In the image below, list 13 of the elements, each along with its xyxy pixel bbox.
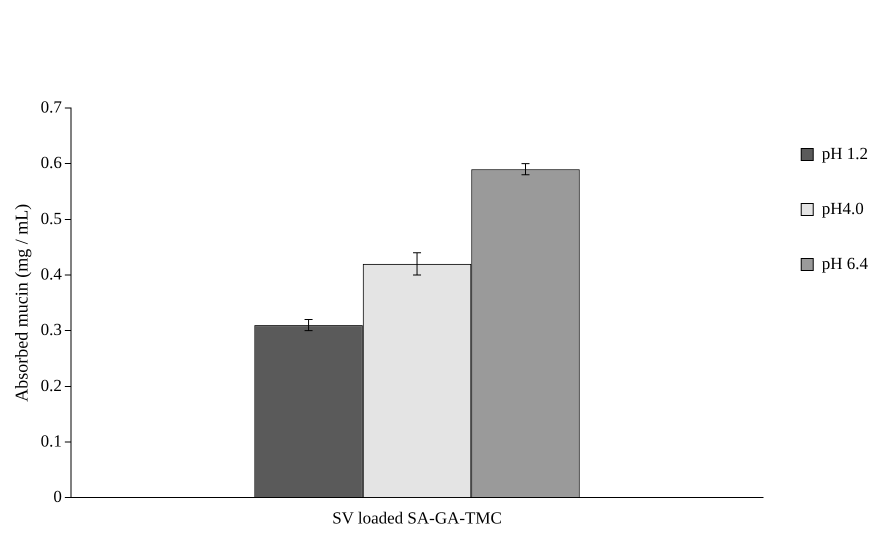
y-tick-label: 0.6 xyxy=(40,153,62,172)
legend-label: pH4.0 xyxy=(822,198,864,218)
y-axis-title: Absorbed mucin (mg / mL) xyxy=(12,204,32,402)
legend-label: pH 6.4 xyxy=(822,254,868,273)
y-tick-label: 0.4 xyxy=(40,264,62,284)
x-tick-label: SV loaded SA-GA-TMC xyxy=(332,508,502,528)
y-tick-label: 0.5 xyxy=(40,208,62,228)
y-tick-label: 0.7 xyxy=(40,97,62,116)
y-tick-label: 0.1 xyxy=(40,431,62,450)
y-tick-label: 0 xyxy=(53,487,62,506)
legend-label: pH 1.2 xyxy=(822,144,868,163)
y-tick-label: 0.3 xyxy=(40,320,62,340)
y-tick-label: 0.2 xyxy=(40,376,62,395)
